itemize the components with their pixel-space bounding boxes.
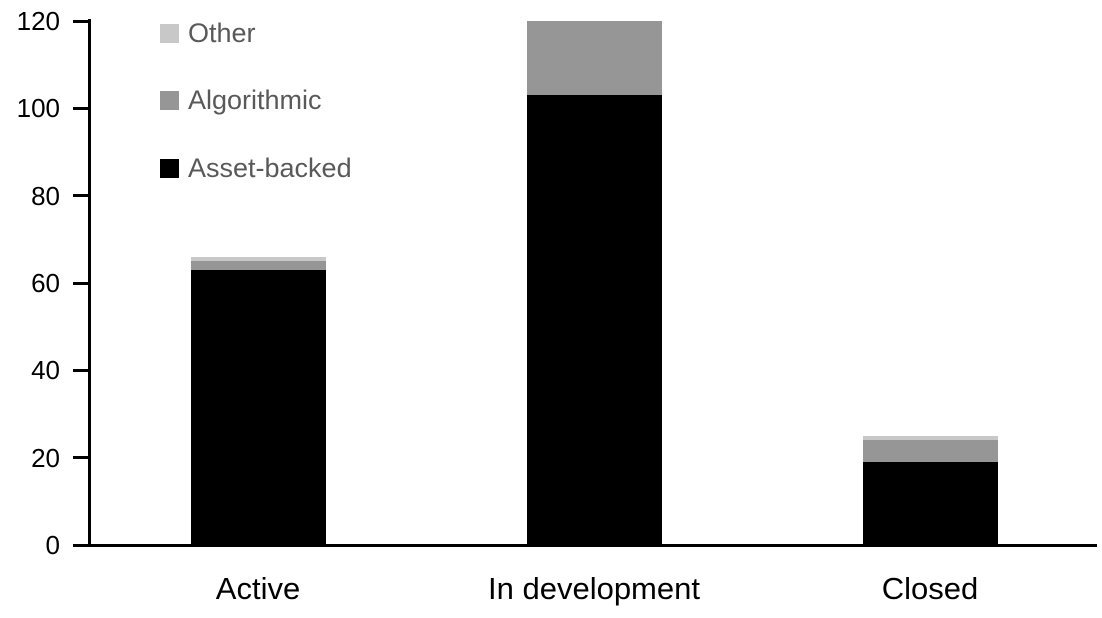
legend-swatch-icon [160,23,179,43]
bar-segment-other [862,435,998,441]
y-tick-mark [73,194,89,198]
bar-segment-asset-backed [190,269,326,545]
y-tick-mark [73,543,89,547]
legend-label: Other [188,18,256,48]
legend-item: Other [160,18,256,48]
y-tick-label: 60 [31,268,60,298]
legend-item: Asset-backed [160,153,352,183]
legend-label: Algorithmic [188,85,322,115]
bar-segment-other [190,256,326,262]
bar-segment-algorithmic [862,440,998,463]
legend-swatch-icon [160,90,179,110]
y-tick-label: 120 [16,6,60,36]
y-axis-line [88,19,91,547]
y-tick-label: 0 [45,530,60,560]
x-axis-label: Active [215,571,301,606]
x-axis-label: Closed [881,571,979,606]
bar-segment-algorithmic [526,21,662,96]
y-tick-mark [73,368,89,372]
y-tick-mark [73,19,89,23]
legend-item: Algorithmic [160,85,322,115]
y-tick-label: 100 [16,93,60,124]
y-tick-label: 80 [31,180,60,211]
bar-segment-asset-backed [526,95,662,545]
y-tick-mark [73,281,89,285]
bar-segment-asset-backed [862,462,998,545]
y-tick-label: 40 [31,355,60,386]
legend-label: Asset-backed [188,153,352,183]
x-axis-label: In development [488,571,700,606]
y-tick-label: 20 [31,442,60,473]
bar-segment-algorithmic [190,261,326,270]
x-axis-line [73,544,1097,547]
y-tick-mark [73,456,89,460]
legend-swatch-icon [160,158,179,178]
y-tick-mark [73,106,89,110]
